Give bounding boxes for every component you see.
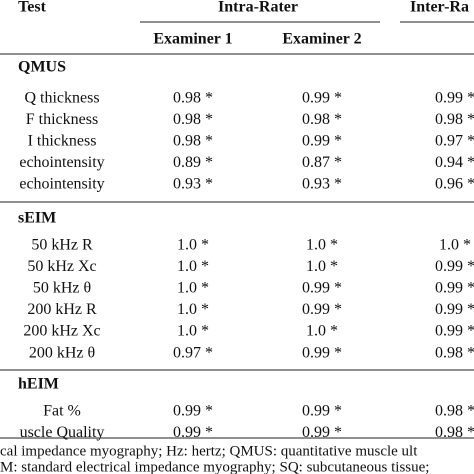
row-label: I thickness: [28, 132, 97, 149]
footnote: M: standard electrical impedance myograp…: [0, 459, 429, 474]
cell-value: 1.0 *: [306, 323, 338, 340]
section-title: QMUS: [18, 59, 66, 76]
cell-value: 0.94 *: [435, 154, 474, 171]
row-label: uscle Quality: [20, 424, 105, 441]
row-label: echointensity: [19, 154, 104, 171]
cell-value: 1.0 *: [177, 236, 209, 253]
cell-value: 1.0 *: [177, 258, 209, 275]
row-label: echointensity: [19, 176, 104, 193]
header-intra: Intra-Rater: [218, 0, 298, 16]
table-body: QMUS Q thickness 0.98 * 0.99 * 0.99 * F thick…: [0, 59, 474, 441]
cell-value: 0.99 *: [435, 258, 474, 275]
cell-value: 0.93 *: [173, 176, 213, 193]
header-inter: Inter-Ra: [410, 0, 469, 16]
row-label: Q thickness: [24, 89, 99, 106]
cell-value: 1.0 *: [177, 279, 209, 296]
cell-value: 1.0 *: [177, 301, 209, 318]
cell-value: 0.99 *: [173, 402, 213, 419]
cell-value: 0.99 *: [302, 89, 342, 106]
cell-value: 0.98 *: [435, 424, 474, 441]
cell-value: 0.96 *: [435, 176, 474, 193]
cell-value: 0.99 *: [302, 279, 342, 296]
footnote: cal impedance myography; Hz: hertz; QMUS…: [0, 443, 418, 459]
cell-value: 0.99 *: [302, 424, 342, 441]
cell-value: 0.98 *: [173, 111, 213, 128]
section-title: hEIM: [18, 376, 59, 393]
cell-value: 1.0 *: [439, 236, 471, 253]
cell-value: 0.99 *: [302, 344, 342, 361]
cell-value: 0.87 *: [302, 154, 342, 171]
row-label: 200 kHz R: [27, 301, 97, 318]
cell-value: 0.99 *: [173, 424, 213, 441]
cell-value: 0.99 *: [302, 132, 342, 149]
cell-value: 0.98 *: [173, 132, 213, 149]
row-label: Fat %: [43, 402, 81, 419]
cell-value: 0.98 *: [435, 111, 474, 128]
cell-value: 0.98 *: [435, 402, 474, 419]
subheader: Examiner 1: [153, 31, 232, 48]
cell-value: 1.0 *: [306, 236, 338, 253]
row-label: 50 kHz θ: [33, 279, 91, 296]
cell-value: 0.93 *: [302, 176, 342, 193]
cell-value: 0.99 *: [435, 279, 474, 296]
cell-value: 0.98 *: [173, 89, 213, 106]
header-test: Test: [18, 0, 47, 16]
cell-value: 1.0 *: [177, 323, 209, 340]
cell-value: 0.98 *: [435, 344, 474, 361]
cell-value: 0.97 *: [435, 132, 474, 149]
cell-value: 1.0 *: [306, 258, 338, 275]
cell-value: 0.98 *: [302, 111, 342, 128]
row-label: 200 kHz θ: [29, 344, 95, 361]
cell-value: 0.99 *: [302, 301, 342, 318]
section-title: sEIM: [18, 210, 56, 227]
row-label: 50 kHz Xc: [27, 258, 96, 275]
row-label: 50 kHz R: [31, 236, 93, 253]
cell-value: 0.99 *: [302, 402, 342, 419]
cell-value: 0.99 *: [435, 323, 474, 340]
cell-value: 0.89 *: [173, 154, 213, 171]
subheader: Examiner 2: [282, 31, 361, 48]
cell-value: 0.99 *: [435, 89, 474, 106]
row-label: F thickness: [26, 111, 98, 128]
cell-value: 0.99 *: [435, 301, 474, 318]
cell-value: 0.97 *: [173, 344, 213, 361]
row-label: 200 kHz Xc: [23, 323, 100, 340]
